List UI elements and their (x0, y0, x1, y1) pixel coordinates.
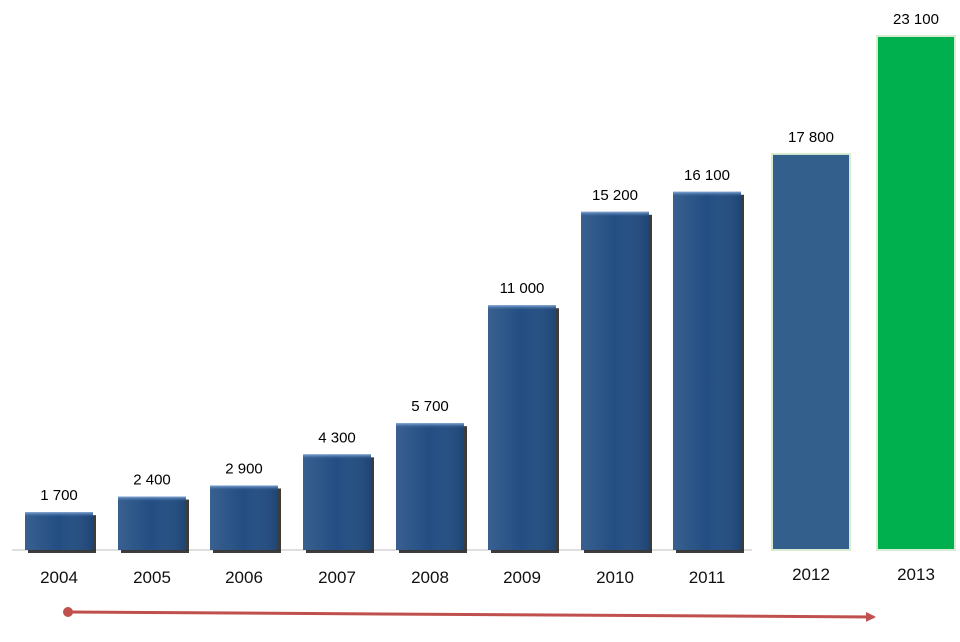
category-label-2005: 2005 (133, 568, 171, 587)
category-label-2012: 2012 (792, 565, 830, 584)
bars-group (25, 35, 956, 553)
bar-2012 (771, 152, 851, 552)
value-label-2006: 2 900 (225, 460, 263, 477)
value-label-2010: 15 200 (592, 187, 638, 204)
value-label-2005: 2 400 (133, 472, 171, 489)
value-label-2008: 5 700 (411, 398, 449, 415)
bar-bevel-2006 (210, 485, 278, 550)
value-label-2004: 1 700 (40, 487, 78, 504)
bar-bevel-2008 (396, 423, 464, 550)
value-label-2007: 4 300 (318, 429, 356, 446)
bar-top-highlight-2011 (673, 191, 741, 197)
bar-bevel-2011 (673, 191, 741, 550)
bar-top-highlight-2005 (118, 496, 186, 502)
bar-bevel-2009 (488, 305, 556, 550)
trend-arrow (63, 607, 876, 622)
value-label-2012: 17 800 (788, 129, 834, 146)
bar-bevel-2007 (303, 454, 371, 550)
category-label-2011: 2011 (689, 568, 726, 587)
category-label-2013: 2013 (897, 565, 935, 584)
category-label-2006: 2006 (225, 568, 263, 587)
bar-bevel-2010 (581, 211, 649, 550)
bar-top-highlight-2010 (581, 211, 649, 217)
category-label-2008: 2008 (411, 568, 449, 587)
value-label-2013: 23 100 (893, 11, 939, 28)
bar-top-highlight-2007 (303, 454, 371, 460)
bar-2013 (876, 35, 956, 551)
category-label-2004: 2004 (40, 568, 78, 587)
trend-arrow-line (67, 610, 876, 622)
category-labels-group: 2004 2005 2006 2007 2008 2009 2010 2011 2012 2013 (40, 565, 935, 587)
category-label-2009: 2009 (503, 568, 541, 587)
value-label-2009: 11 000 (500, 280, 545, 297)
value-label-2011: 16 100 (684, 167, 730, 184)
bar-bevel-2005 (118, 496, 186, 550)
category-label-2007: 2007 (318, 568, 356, 587)
value-labels-group: 1 700 2 400 2 900 4 300 5 700 11 000 15 200 16 … (40, 11, 939, 504)
bar-bevel-2004 (25, 512, 93, 550)
bar-top-highlight-2008 (396, 423, 464, 429)
bar-top-highlight-2006 (210, 485, 278, 491)
category-label-2010: 2010 (596, 568, 634, 587)
bar-top-highlight-2009 (488, 305, 556, 311)
bar-top-highlight-2004 (25, 512, 93, 518)
